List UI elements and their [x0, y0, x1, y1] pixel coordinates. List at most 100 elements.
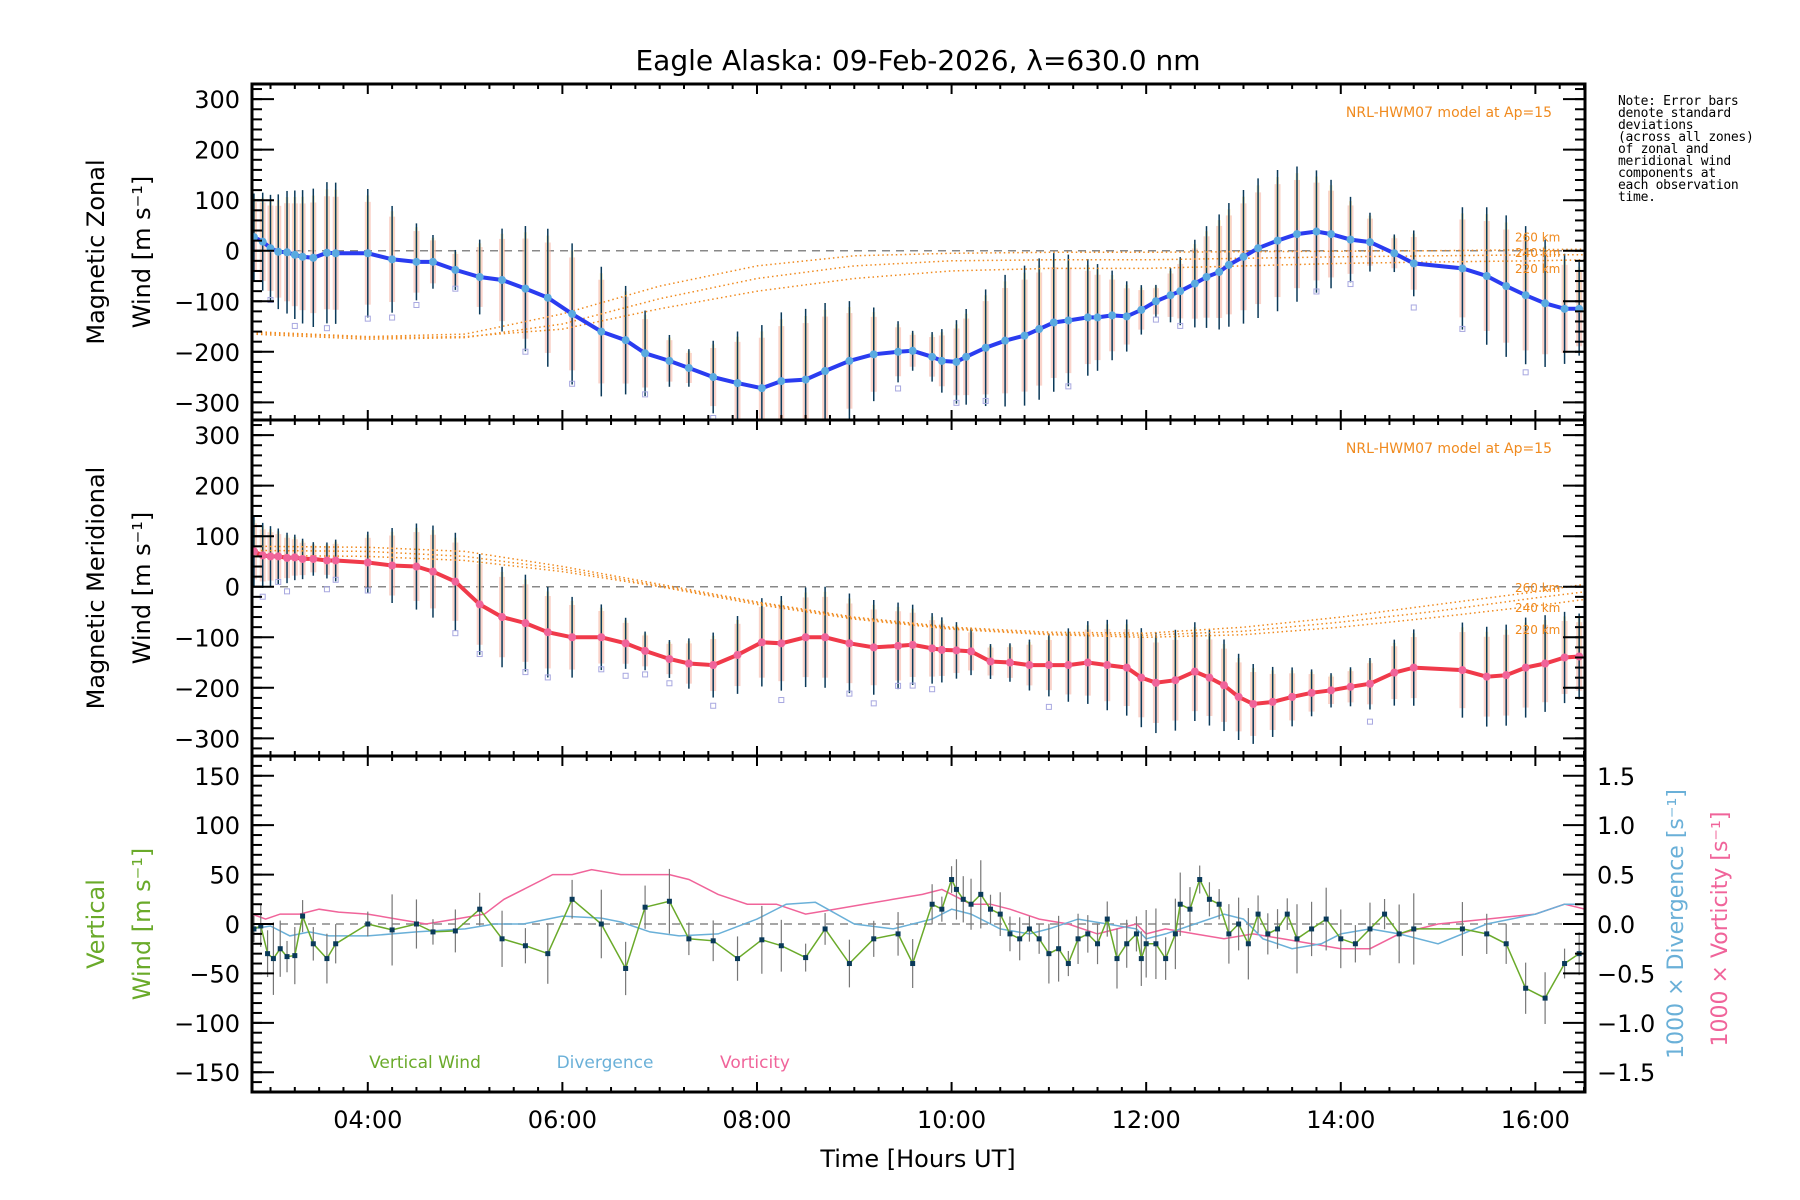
vertical-wind-point [929, 901, 935, 907]
meridional-wind-point [283, 553, 292, 562]
meridional-wind-point [1122, 663, 1131, 672]
vertical-wind-point [1206, 896, 1212, 902]
meridional-wind-point [709, 661, 718, 670]
vertical-wind-point [1323, 916, 1329, 922]
zonal-wind-point [1224, 260, 1233, 269]
zone-point [323, 325, 330, 332]
meridional-wind-point [1409, 663, 1418, 672]
vertical-wind-point [1036, 936, 1042, 942]
right-tick-label: 0.5 [1597, 862, 1635, 890]
x-tick-label: 12:00 [1112, 1106, 1181, 1134]
vertical-wind-point [1309, 926, 1315, 932]
zone-point [452, 285, 459, 292]
right-tick-label: −0.5 [1597, 960, 1655, 988]
meridional-wind-point [1365, 679, 1374, 688]
divergence-axis-label: 1000 × Divergence [s⁻¹] [1664, 789, 1689, 1059]
meridional-wind-point [1171, 676, 1180, 685]
zonal-wind-point [1365, 238, 1374, 247]
zonal-wind-point [1049, 318, 1058, 327]
vertical-wind-point [413, 921, 419, 927]
zone-point [1065, 383, 1072, 390]
meridional-wind-point [290, 553, 299, 562]
zonal-wind-point [1390, 249, 1399, 258]
vertical-wind-point [1542, 995, 1548, 1001]
meridional-wind-point [1307, 688, 1316, 697]
zonal-wind-point [1521, 291, 1530, 300]
zonal-wind-point [1122, 312, 1131, 321]
legend-divergence: Divergence [557, 1053, 654, 1073]
zone-point [522, 669, 529, 676]
meridional-wind-point [428, 567, 437, 576]
zonal-wind-point [568, 309, 577, 318]
y-tick-label: −200 [174, 339, 240, 367]
meridional-wind-point [757, 638, 766, 647]
vertical-wind-point [997, 911, 1003, 917]
meridional-wind-point [1220, 681, 1229, 690]
y-tick-label: −300 [174, 389, 240, 417]
divergence-line [252, 901, 1585, 950]
vertical-wind-point [324, 956, 330, 962]
meridional-wind-point [937, 645, 946, 654]
y-tick-label: −100 [174, 288, 240, 316]
zonal-wind-point [1108, 311, 1117, 320]
altitude-label: 220 km [1515, 262, 1560, 276]
vertical-wind-point [522, 943, 528, 949]
vertical-wind-point [1163, 956, 1169, 962]
x-tick-label: 06:00 [528, 1106, 597, 1134]
meridional-wind-point [388, 561, 397, 570]
vertical-wind-point [846, 961, 852, 967]
plot-area [252, 166, 1585, 431]
vertical-wind-point [477, 906, 483, 912]
vertical-wind-point [1085, 931, 1091, 937]
meridional-wind-point [597, 633, 606, 642]
zone-point [332, 576, 339, 583]
vertical-wind-point [1523, 985, 1529, 991]
zonal-wind-point [451, 265, 460, 274]
y-tick-label: −200 [174, 675, 240, 703]
zonal-wind-point [1458, 264, 1467, 273]
zone-point [522, 348, 529, 355]
zone-point [1410, 304, 1417, 311]
vertical-wind-point [1338, 936, 1344, 942]
vertical-wind-point [452, 928, 458, 934]
zonal-wind-point [1202, 273, 1211, 282]
model-label: NRL-HWM07 model at Ap=15 [1346, 105, 1552, 121]
vertical-wind-point [1046, 951, 1052, 957]
y-axis-label-line2: Wind [m s⁻¹] [128, 848, 156, 1000]
meridional-wind-point [498, 613, 507, 622]
vertical-wind-point [1226, 931, 1232, 937]
zone-point [1045, 703, 1052, 710]
meridional-wind-point [568, 633, 577, 642]
y-tick-label: 100 [194, 523, 240, 551]
zone-point [710, 415, 717, 420]
vertical-wind-point [778, 943, 784, 949]
zonal-wind-point [801, 375, 810, 384]
altitude-label: 220 km [1515, 623, 1560, 637]
zone-point [413, 301, 420, 308]
zonal-wind-point [894, 347, 903, 356]
zone-point [267, 296, 274, 303]
y-tick-label: 150 [194, 763, 240, 791]
vertical-wind-point [1294, 936, 1300, 942]
meridional-wind-point [952, 646, 961, 655]
zonal-wind-point [1254, 244, 1263, 253]
vertical-wind-point [953, 886, 959, 892]
meridional-wind-point [1390, 668, 1399, 677]
vertical-wind-point [1065, 961, 1071, 967]
zonal-wind-point [597, 327, 606, 336]
zonal-wind-point [1560, 304, 1569, 313]
y-axis-label-line1: Magnetic Meridional [82, 467, 110, 710]
zonal-wind-point [498, 276, 507, 285]
vertical-wind-point [642, 904, 648, 910]
right-tick-label: 1.0 [1597, 812, 1635, 840]
vertical-wind-point [949, 877, 955, 883]
zonal-wind-point [428, 257, 437, 266]
zonal-wind-point [298, 252, 307, 261]
y-tick-label: 50 [209, 862, 240, 890]
vertical-wind-point [910, 961, 916, 967]
zone-point [847, 426, 852, 431]
altitude-label: 240 km [1515, 601, 1560, 615]
vertical-wind-point [1562, 961, 1568, 967]
meridional-wind-point [1025, 661, 1034, 670]
